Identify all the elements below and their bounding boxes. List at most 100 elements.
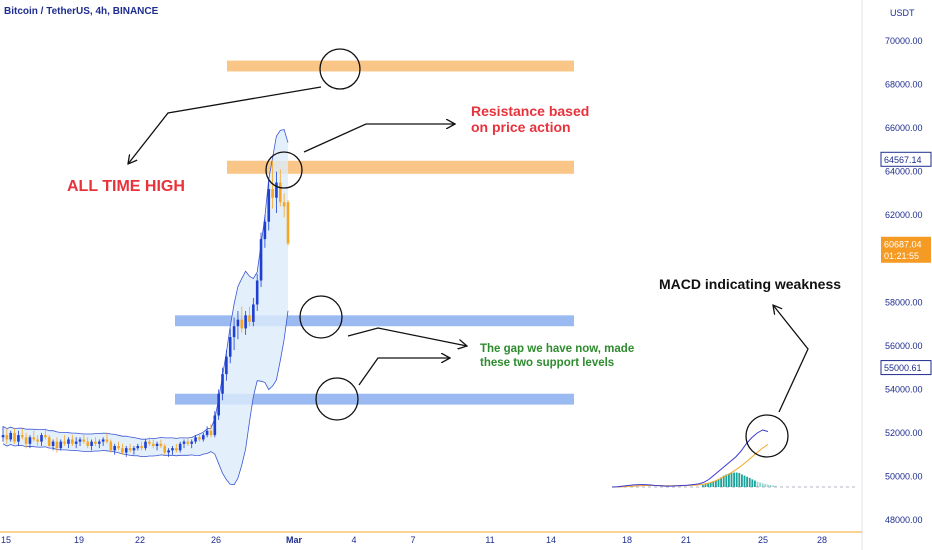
x-tick-label: 14 xyxy=(546,535,556,545)
x-tick-label: 15 xyxy=(1,535,11,545)
candle xyxy=(163,445,167,453)
macd-hist-bar xyxy=(704,483,707,487)
candle xyxy=(217,393,220,416)
x-tick-label: 7 xyxy=(410,535,415,545)
candles xyxy=(1,160,290,457)
macd-hist-bar xyxy=(743,475,746,487)
candle xyxy=(248,315,251,322)
x-tick-label: 25 xyxy=(758,535,768,545)
macd-hist-bar xyxy=(751,479,754,487)
candle xyxy=(167,450,170,453)
candle xyxy=(255,280,259,305)
candle xyxy=(267,189,271,222)
candle xyxy=(67,439,70,444)
y-tick-label: 68000.00 xyxy=(885,80,923,90)
current-price-tag: 60687.04 xyxy=(884,239,922,249)
macd-hist-bar xyxy=(728,473,730,487)
macd-hist-bar xyxy=(720,477,722,487)
candle xyxy=(17,435,20,442)
candle xyxy=(40,435,43,442)
label-resistance-2: on price action xyxy=(471,119,571,135)
candle xyxy=(159,443,163,446)
candle xyxy=(94,441,97,444)
macd-hist-bar xyxy=(767,484,769,487)
macd-hist-bar xyxy=(748,477,751,487)
candle xyxy=(32,437,36,440)
candle xyxy=(278,182,282,203)
arrow-to-support-label-2 xyxy=(358,358,450,386)
macd-hist-bar xyxy=(730,472,733,487)
circle-ath xyxy=(319,48,361,90)
label-macd: MACD indicating weakness xyxy=(659,276,841,292)
candle xyxy=(24,437,28,444)
macd-hist-bar xyxy=(774,485,777,487)
y-tick-label: 66000.00 xyxy=(885,123,923,133)
candle xyxy=(74,441,78,444)
bollinger-upper xyxy=(2,129,289,440)
candle xyxy=(244,315,247,329)
candle xyxy=(286,202,290,244)
current-price-box xyxy=(881,236,931,263)
x-tick-label: 21 xyxy=(681,535,691,545)
macd-hist-bar xyxy=(759,482,761,487)
label-support-1: The gap we have now, made xyxy=(480,343,634,355)
macd-hist-bar xyxy=(735,472,738,487)
y-tick-label: 50000.00 xyxy=(885,471,923,481)
circle-support-lower xyxy=(315,377,359,421)
x-tick-label: 26 xyxy=(211,535,221,545)
x-ticks: 15 19 22 26 Mar 4 7 11 14 18 21 25 28 xyxy=(1,535,827,545)
candle xyxy=(109,441,113,451)
x-tick-label: 4 xyxy=(351,535,356,545)
candle xyxy=(13,432,16,442)
y-tick-label: 52000.00 xyxy=(885,428,923,438)
macd-hist-bar xyxy=(772,485,774,487)
candle xyxy=(155,443,159,446)
x-tick-label: 19 xyxy=(74,535,84,545)
candle xyxy=(124,448,128,453)
candle xyxy=(186,441,190,444)
candle xyxy=(20,435,24,438)
support-zone xyxy=(175,393,574,405)
candle xyxy=(236,319,240,327)
candle xyxy=(47,437,51,446)
symbol-title: Bitcoin / TetherUS, 4h, BINANCE xyxy=(4,6,159,17)
label-all-time-high: ALL TIME HIGH xyxy=(67,178,185,195)
macd-hist-bar xyxy=(717,479,720,487)
x-tick-label: 11 xyxy=(485,535,494,545)
arrow-to-support-label-1 xyxy=(347,327,467,346)
candle xyxy=(148,441,151,444)
macd-hist-bar xyxy=(756,481,759,487)
candle xyxy=(209,430,213,436)
macd-hist-bar xyxy=(761,483,764,487)
candle xyxy=(63,441,66,444)
label-resistance-1: Resistance based xyxy=(471,103,589,119)
bollinger-lower xyxy=(2,310,289,486)
y-tick-label: 54000.00 xyxy=(885,384,923,394)
candle xyxy=(128,448,132,451)
candle xyxy=(140,445,143,449)
resistance-zone xyxy=(227,60,574,72)
candle xyxy=(136,445,140,449)
candle xyxy=(117,445,120,449)
candle xyxy=(1,435,5,438)
y-tick-label: 70000.00 xyxy=(885,36,923,46)
circle-support-upper xyxy=(299,295,343,339)
candle xyxy=(240,319,244,329)
candle xyxy=(175,448,178,451)
countdown-tag: 01:21:55 xyxy=(884,251,919,261)
label-support-2: these two support levels xyxy=(480,357,614,369)
y-tick-label: 64000.00 xyxy=(885,167,923,177)
candle xyxy=(225,356,228,375)
y-tick-label: 48000.00 xyxy=(885,515,923,525)
candle xyxy=(113,445,116,451)
macd-hist-bar xyxy=(754,480,756,487)
candle xyxy=(97,441,101,444)
candle xyxy=(171,448,174,451)
candle xyxy=(194,437,197,442)
candle xyxy=(71,439,74,444)
macd-hist-bar xyxy=(712,481,715,487)
candle xyxy=(178,443,182,451)
candle xyxy=(271,189,274,198)
